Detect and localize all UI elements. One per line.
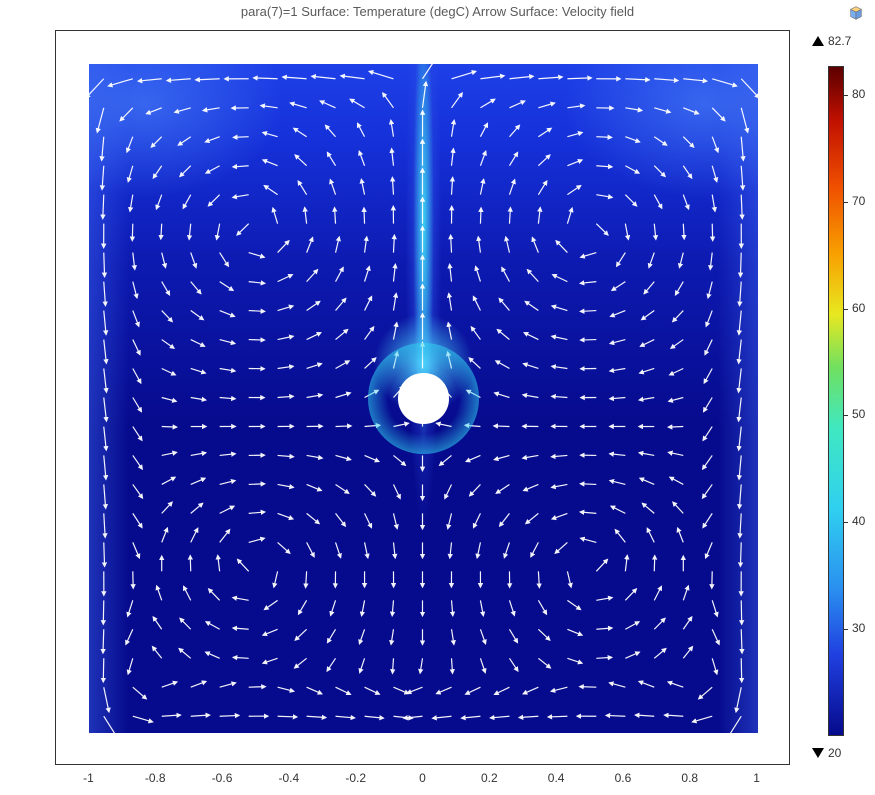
colorbar-max-label: 82.7	[828, 34, 851, 48]
colorbar-tick-label: 40	[852, 514, 865, 528]
x-tick-label: 0.4	[548, 771, 565, 785]
x-tick-label: 0.6	[615, 771, 632, 785]
heater-hole	[398, 373, 448, 423]
colorbar-min-label: 20	[828, 746, 841, 760]
plot-title: para(7)=1 Surface: Temperature (degC) Ar…	[0, 4, 875, 19]
colorbar-tick-label: 80	[852, 87, 865, 101]
colorbar-tick-label: 70	[852, 194, 865, 208]
x-tick-label: 0	[419, 771, 426, 785]
colorbar-tick-label: 30	[852, 621, 865, 635]
x-tick-label: -1	[83, 771, 94, 785]
figure: para(7)=1 Surface: Temperature (degC) Ar…	[0, 0, 875, 795]
x-tick-label: -0.2	[345, 771, 366, 785]
colorbar-tick-label: 50	[852, 407, 865, 421]
x-tick-label: 0.2	[481, 771, 498, 785]
x-tick-label: 0.8	[681, 771, 698, 785]
colorbar-tick-label: 60	[852, 301, 865, 315]
x-tick-label: -0.4	[279, 771, 300, 785]
plot-area	[55, 30, 790, 765]
colorbar	[828, 66, 844, 736]
triangle-up-icon	[812, 36, 824, 46]
3d-box-icon	[847, 4, 865, 22]
x-tick-label: -0.8	[145, 771, 166, 785]
triangle-down-icon	[812, 748, 824, 758]
x-tick-label: -0.6	[212, 771, 233, 785]
x-tick-label: 1	[753, 771, 760, 785]
